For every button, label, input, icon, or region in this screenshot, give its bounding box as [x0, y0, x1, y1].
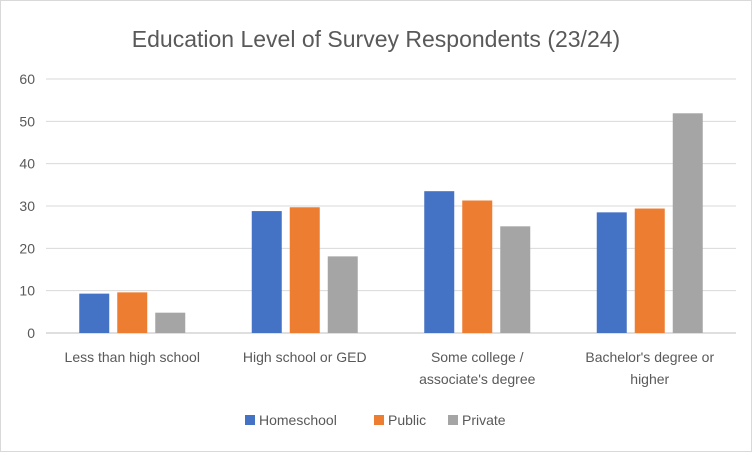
- y-axis-ticks: 0 10 20 30 40 50 60: [19, 71, 35, 341]
- bar-homeschool: [424, 191, 455, 333]
- y-tick-label: 40: [19, 156, 35, 172]
- category-label: High school or GED: [243, 349, 367, 365]
- bar-public: [117, 292, 148, 333]
- legend-label-private: Private: [462, 412, 506, 428]
- legend: Homeschool Public Private: [245, 412, 506, 428]
- bar-private: [327, 256, 358, 333]
- y-tick-label: 10: [19, 283, 35, 299]
- y-tick-label: 30: [19, 198, 35, 214]
- bar-public: [462, 200, 493, 333]
- bar-private: [672, 113, 703, 333]
- chart-title: Education Level of Survey Respondents (2…: [132, 26, 620, 52]
- legend-label-public: Public: [388, 412, 426, 428]
- category-label: Some college /: [431, 349, 524, 365]
- x-axis-categories: Less than high school High school or GED S…: [65, 349, 715, 387]
- legend-swatch-homeschool: [245, 415, 255, 425]
- y-tick-label: 20: [19, 240, 35, 256]
- bar-private: [500, 226, 531, 333]
- y-tick-label: 60: [19, 71, 35, 87]
- bar-homeschool: [79, 293, 110, 333]
- legend-swatch-public: [374, 415, 384, 425]
- bar-public: [289, 207, 320, 333]
- y-tick-label: 0: [27, 325, 35, 341]
- legend-label-homeschool: Homeschool: [259, 412, 337, 428]
- bar-private: [155, 312, 186, 333]
- category-label: Bachelor's degree or: [585, 349, 714, 365]
- category-label: Less than high school: [65, 349, 200, 365]
- legend-swatch-private: [448, 415, 458, 425]
- bar-homeschool: [251, 211, 282, 333]
- y-tick-label: 50: [19, 113, 35, 129]
- bar-public: [634, 208, 665, 333]
- category-label: associate's degree: [419, 371, 536, 387]
- gridlines: [46, 78, 736, 334]
- bar-homeschool: [596, 212, 627, 333]
- bars: [79, 113, 703, 333]
- category-label: higher: [630, 371, 669, 387]
